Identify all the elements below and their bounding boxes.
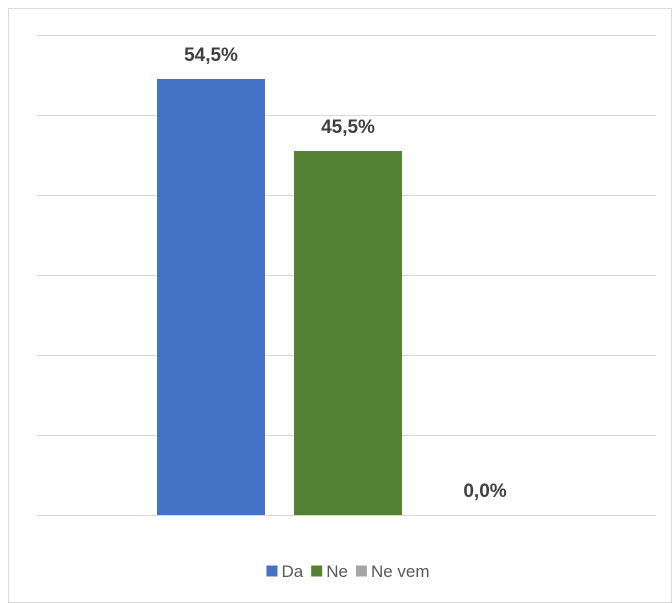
bar-ne: [294, 151, 402, 515]
legend-swatch-da: [266, 565, 278, 577]
gridlines: [37, 35, 656, 436]
bars: [157, 79, 402, 515]
legend-swatch-ne: [311, 565, 323, 577]
legend-label-da: Da: [281, 562, 303, 581]
legend-item-ne-vem: Ne vem: [355, 562, 430, 581]
legend-item-da: Da: [266, 562, 304, 581]
legend-label-ne: Ne: [326, 562, 348, 581]
legend-item-ne: Ne: [311, 562, 348, 581]
data-label-ne-vem: 0,0%: [463, 481, 506, 502]
bar-da: [157, 79, 265, 515]
data-labels: 54,5% 45,5% 0,0%: [184, 45, 507, 502]
data-label-ne: 45,5%: [321, 117, 375, 138]
legend: Da Ne Ne vem: [266, 562, 430, 581]
data-label-da: 54,5%: [184, 45, 238, 66]
legend-label-ne-vem: Ne vem: [371, 562, 430, 581]
legend-swatch-ne-vem: [355, 565, 367, 577]
